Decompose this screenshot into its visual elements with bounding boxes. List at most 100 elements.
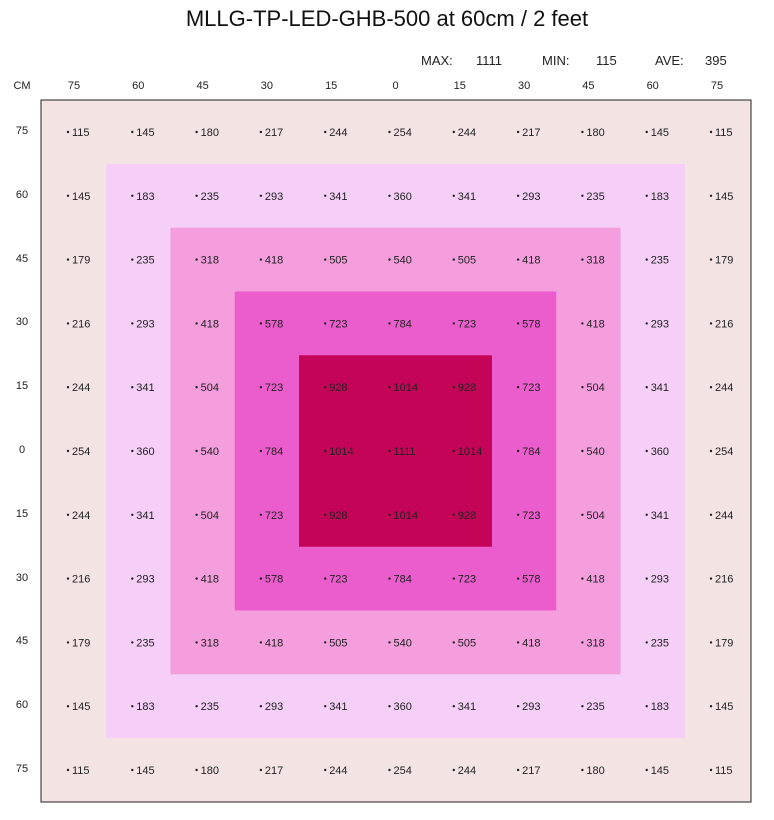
- cell-dot: [259, 258, 263, 261]
- cell-value: 293: [265, 701, 283, 713]
- cell-value: 244: [715, 510, 733, 522]
- cell-value: 784: [265, 446, 283, 458]
- cell-dot: [324, 130, 327, 134]
- cell-dot: [452, 513, 455, 516]
- cell-value: 179: [72, 255, 90, 267]
- cell-value: 505: [458, 637, 476, 649]
- cell-dot: [195, 194, 198, 197]
- cell-value: 540: [201, 446, 219, 458]
- cell-dot: [324, 705, 327, 708]
- cell-dot: [645, 386, 648, 389]
- cell-value: 504: [201, 382, 219, 394]
- y-tick-label: 60: [15, 188, 29, 201]
- cell-dot: [388, 705, 391, 708]
- cell-value: 293: [522, 191, 540, 203]
- cell-dot: [66, 322, 70, 325]
- cell-value: 145: [72, 701, 90, 713]
- cell-dot: [195, 513, 198, 516]
- cell-value: 244: [72, 382, 90, 394]
- cell-value: 180: [586, 765, 604, 777]
- cell-value: 254: [394, 765, 412, 777]
- cell-value: 254: [72, 446, 90, 458]
- cell-dot: [709, 449, 713, 453]
- cell-dot: [516, 577, 520, 580]
- cell-value: 723: [265, 510, 283, 522]
- cell-dot: [581, 577, 584, 580]
- cell-dot: [388, 194, 391, 197]
- cell-value: 418: [586, 574, 604, 586]
- cell-dot: [131, 322, 134, 325]
- cell-value: 504: [586, 382, 604, 394]
- cell-value: 293: [265, 191, 283, 203]
- cell-value: 928: [458, 510, 476, 522]
- cell-dot: [259, 130, 263, 134]
- cell-dot: [645, 705, 648, 708]
- cell-value: 179: [715, 637, 733, 649]
- cell-value: 341: [136, 382, 154, 394]
- cell-value: 341: [329, 701, 347, 713]
- cell-dot: [581, 386, 584, 389]
- cell-dot: [516, 449, 520, 453]
- y-tick-label: 75: [15, 125, 29, 137]
- cell-dot: [388, 577, 391, 580]
- cell-dot: [452, 577, 455, 580]
- cell-dot: [131, 768, 134, 772]
- cell-value: 784: [394, 574, 412, 586]
- cell-dot: [259, 194, 263, 197]
- cell-dot: [581, 449, 584, 453]
- cell-dot: [66, 194, 70, 197]
- cell-dot: [66, 577, 70, 580]
- cell-dot: [131, 513, 134, 516]
- cell-dot: [259, 386, 263, 389]
- cell-value: 179: [72, 637, 90, 649]
- cell-value: 216: [72, 574, 90, 586]
- cell-value: 418: [265, 637, 283, 649]
- cell-dot: [516, 386, 520, 389]
- cell-value: 341: [458, 701, 476, 713]
- cell-value: 318: [201, 255, 219, 267]
- cell-dot: [581, 194, 584, 197]
- cell-value: 293: [522, 701, 540, 713]
- cell-value: 216: [72, 318, 90, 330]
- cell-dot: [581, 130, 584, 134]
- x-tick-label: 45: [582, 80, 595, 92]
- cell-dot: [66, 768, 70, 772]
- cell-dot: [516, 130, 520, 134]
- cell-dot: [66, 705, 70, 708]
- cell-dot: [324, 386, 327, 389]
- cell-dot: [131, 641, 134, 644]
- cell-dot: [581, 258, 584, 261]
- cell-dot: [709, 577, 713, 580]
- cell-value: 505: [458, 255, 476, 267]
- cell-value: 784: [394, 318, 412, 330]
- cell-value: 928: [329, 510, 347, 522]
- cell-value: 418: [586, 318, 604, 330]
- cell-dot: [581, 513, 584, 516]
- cell-dot: [645, 322, 648, 325]
- cell-dot: [388, 258, 391, 261]
- cell-value: 540: [586, 446, 604, 458]
- min-label: MIN:: [542, 53, 570, 68]
- cell-dot: [452, 449, 455, 453]
- cell-value: 341: [651, 510, 669, 522]
- cell-value: 540: [394, 255, 412, 267]
- cell-value: 216: [715, 318, 733, 330]
- cell-dot: [259, 641, 263, 644]
- cell-value: 235: [201, 191, 219, 203]
- cell-dot: [324, 641, 327, 644]
- cell-dot: [645, 513, 648, 516]
- cell-value: 180: [201, 127, 219, 139]
- cell-value: 115: [72, 765, 90, 777]
- cell-value: 183: [136, 191, 154, 203]
- y-tick-label: 30: [15, 571, 29, 584]
- cell-value: 244: [715, 382, 733, 394]
- cell-value: 145: [651, 765, 669, 777]
- cell-dot: [709, 194, 713, 197]
- cell-value: 418: [201, 574, 219, 586]
- cell-dot: [324, 258, 327, 261]
- cell-dot: [709, 130, 713, 134]
- cell-dot: [516, 322, 520, 325]
- cell-value: 505: [329, 637, 347, 649]
- cell-value: 504: [201, 510, 219, 522]
- cell-dot: [581, 641, 584, 644]
